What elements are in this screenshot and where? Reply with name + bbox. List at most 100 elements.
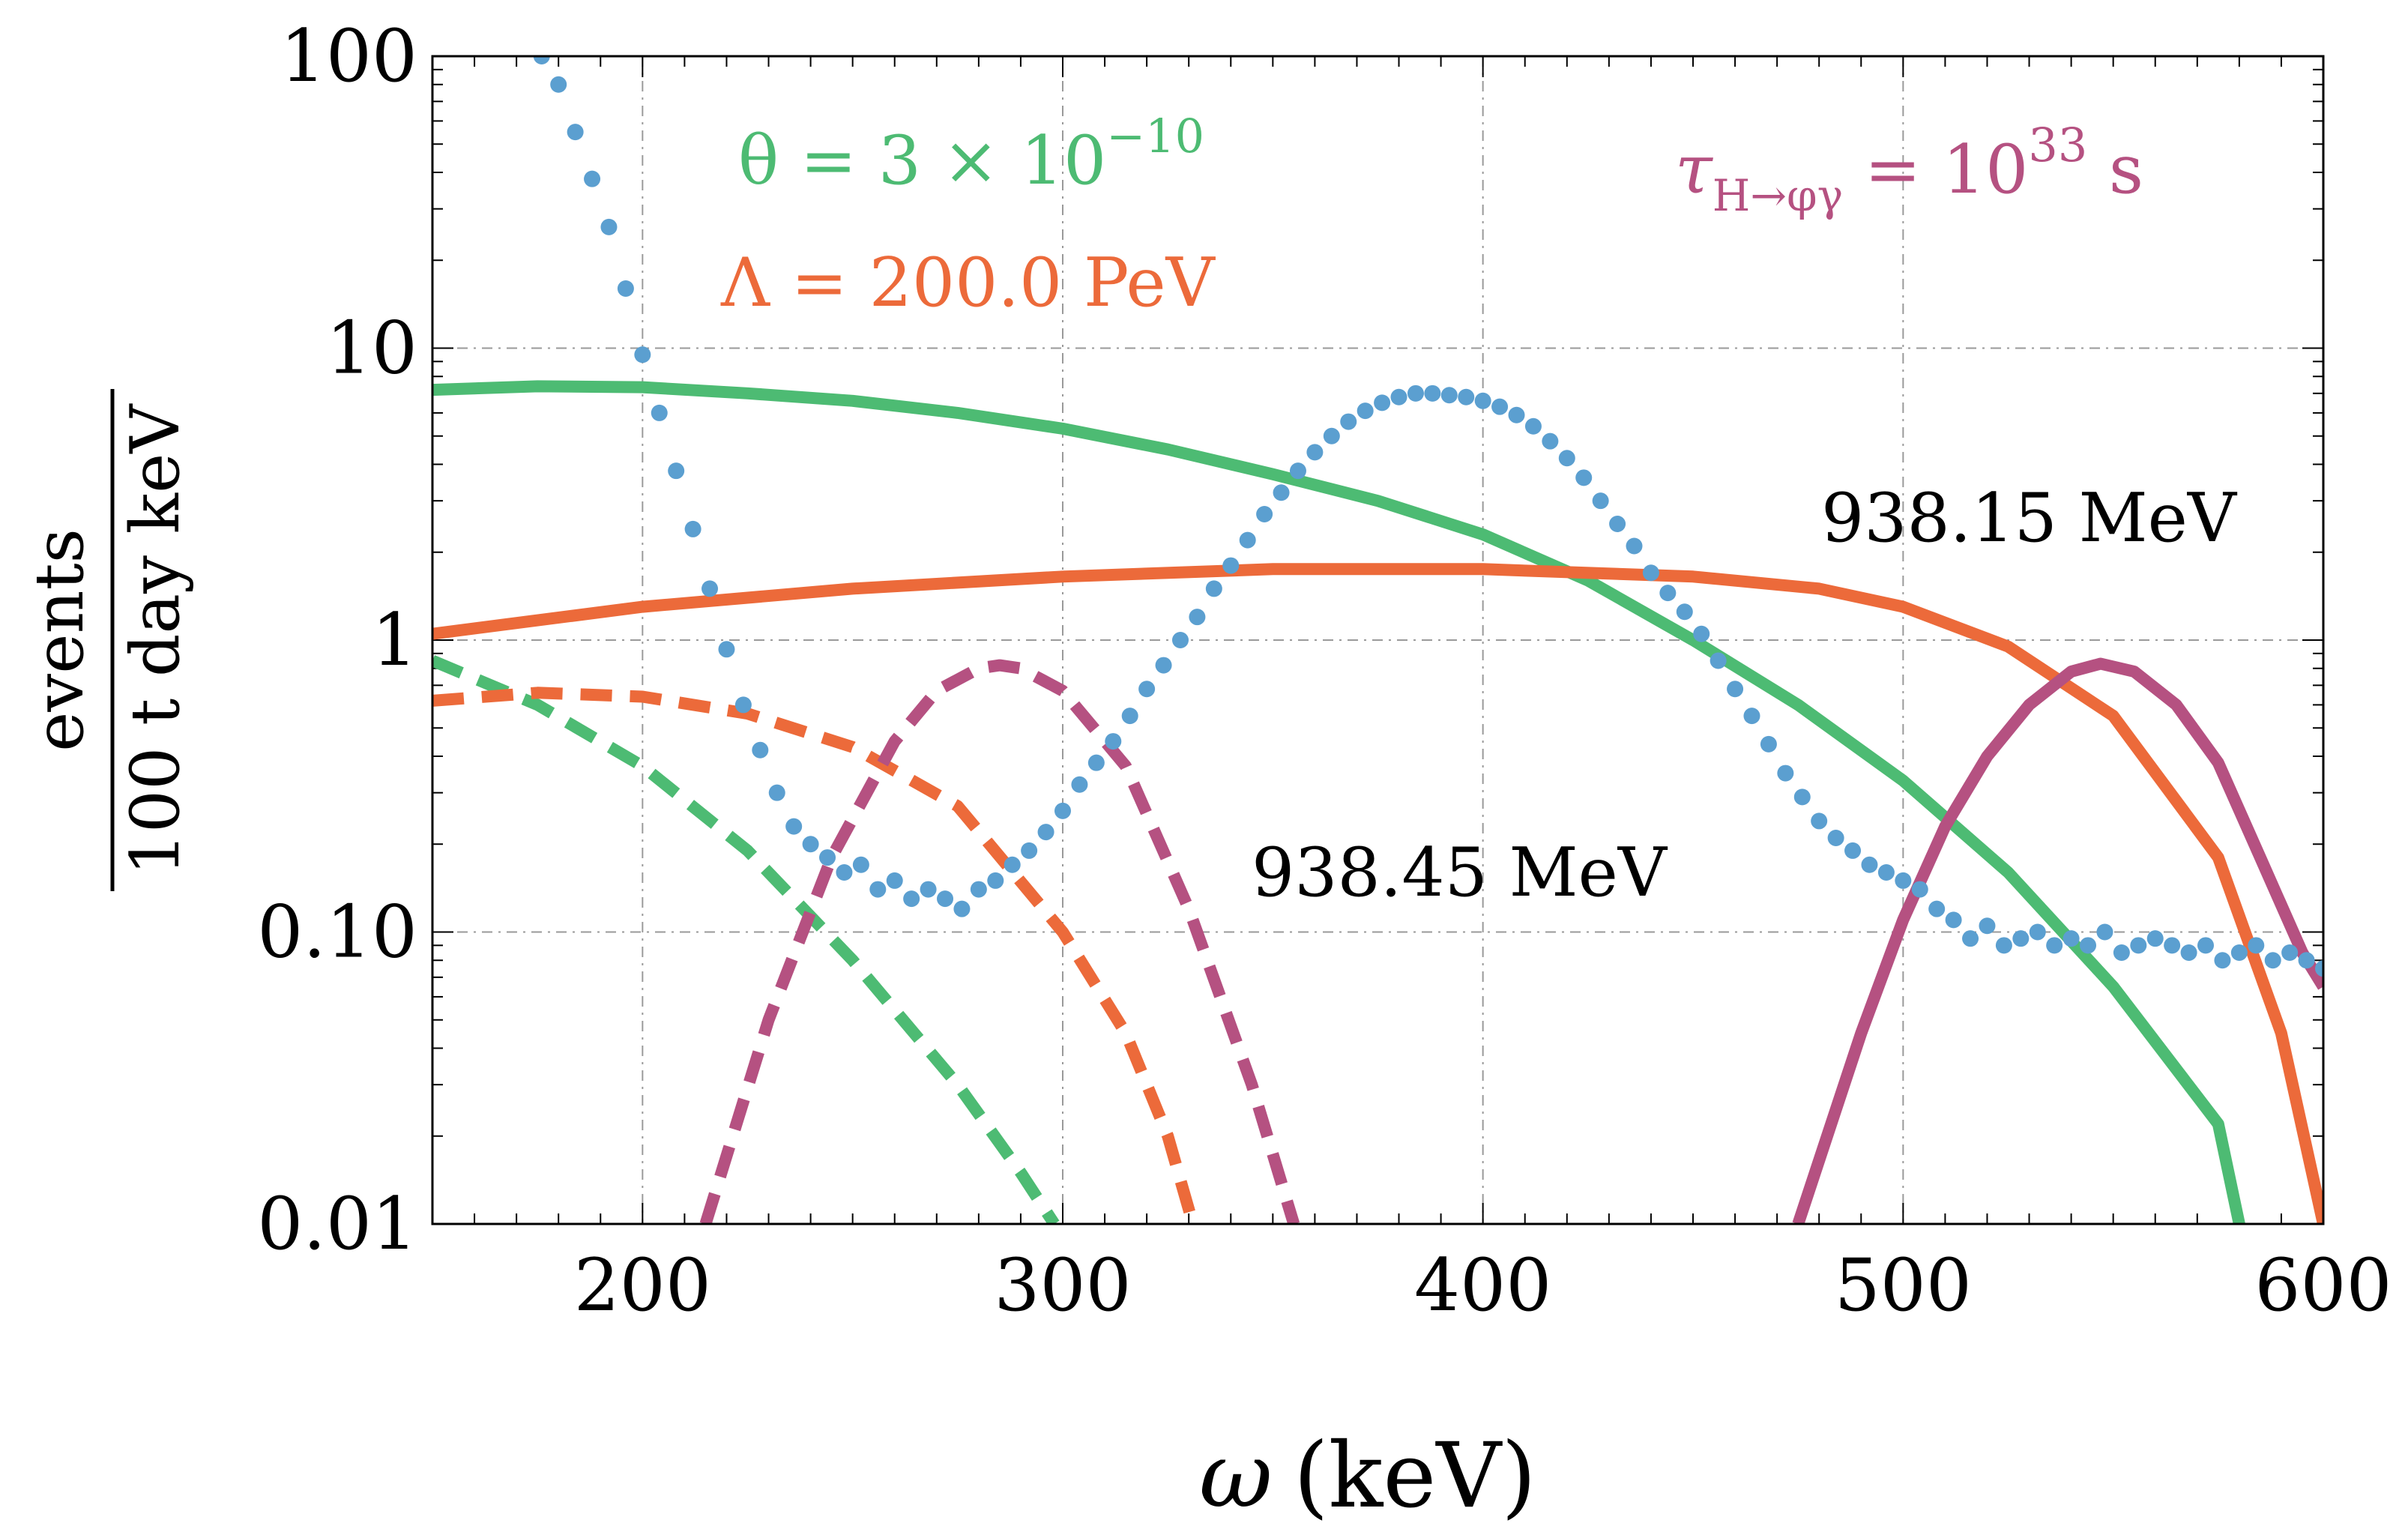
data-point — [1087, 754, 1105, 771]
data-point — [1458, 388, 1475, 405]
data-point — [1189, 609, 1206, 626]
data-point — [1171, 632, 1189, 648]
data-point — [1995, 937, 2012, 954]
data-point — [920, 881, 937, 898]
data-point — [1811, 812, 1828, 830]
data-point — [836, 863, 853, 881]
data-point — [1239, 531, 1256, 549]
data-point — [970, 881, 987, 898]
data-point — [567, 124, 584, 141]
data-point — [1777, 765, 1794, 782]
data-point — [886, 872, 903, 889]
data-point — [1827, 829, 1844, 846]
theta-exponent: −10 — [1106, 109, 1204, 163]
x-tick-label: 400 — [1414, 1243, 1551, 1327]
data-point — [1642, 564, 1659, 582]
tau-exponent: 33 — [2028, 118, 2087, 172]
x-axis-title: ω (keV) — [1199, 1424, 1536, 1528]
data-point — [1357, 402, 1374, 420]
y-tick-label: 100 — [280, 14, 417, 98]
y-tick-label: 0.01 — [257, 1182, 417, 1266]
data-point — [1542, 432, 1559, 450]
data-point — [1289, 462, 1306, 480]
green-dashed-line — [432, 655, 1060, 1224]
data-point — [1037, 824, 1054, 841]
grid — [432, 56, 2323, 1224]
data-point — [1793, 788, 1811, 806]
data-point — [819, 849, 836, 866]
data-point — [1256, 505, 1273, 522]
data-point — [2113, 944, 2130, 961]
data-point — [1928, 900, 1946, 917]
y-tick-label: 1 — [372, 598, 417, 682]
data-point — [1760, 735, 1777, 753]
data-point — [903, 890, 920, 908]
data-point — [1205, 580, 1222, 597]
data-point — [852, 856, 869, 873]
data-point — [1743, 708, 1760, 725]
tau-subscript: H→φγ — [1713, 170, 1843, 221]
data-point — [1877, 863, 1895, 881]
data-point — [1121, 708, 1138, 725]
data-point — [617, 280, 634, 297]
data-point — [1004, 856, 1021, 873]
orange-dashed-line — [432, 687, 1199, 1224]
data-point — [1424, 384, 1441, 402]
x-tick-label: 500 — [1835, 1243, 1972, 1327]
data-point — [1306, 444, 1324, 461]
data-point — [1558, 450, 1575, 467]
data-point — [2096, 923, 2113, 941]
x-tick-label: 600 — [2254, 1243, 2392, 1327]
x-axis-variable: ω — [1199, 1424, 1273, 1528]
mass-high-label: 938.15 MeV — [1821, 479, 2238, 558]
data-point — [1105, 733, 1122, 750]
data-point — [2146, 930, 2164, 947]
data-point — [2130, 937, 2147, 954]
data-point — [802, 836, 819, 853]
tau-annotation: τH→φγ = 1033 s — [1675, 118, 2143, 221]
y-axis-denominator: 100 t day keV — [116, 403, 195, 876]
lambda-annotation: Λ = 200.0 PeV — [720, 244, 1216, 322]
data-point — [2281, 944, 2299, 961]
data-point — [937, 890, 954, 908]
data-point — [953, 900, 971, 917]
theta-text: θ = 3 × 10 — [738, 121, 1106, 200]
data-point — [1524, 417, 1542, 435]
data-point — [1491, 398, 1509, 415]
data-point — [1693, 625, 1710, 642]
data-point — [2298, 952, 2315, 969]
data-point — [785, 818, 803, 835]
data-point — [2264, 952, 2281, 969]
theta-annotation: θ = 3 × 10−10 — [738, 109, 1204, 200]
data-point — [1440, 387, 1458, 404]
data-point — [584, 170, 601, 187]
y-axis-numerator: events — [20, 528, 99, 752]
green-solid-line — [432, 380, 2245, 1224]
data-point — [684, 520, 701, 537]
data-point — [1861, 856, 1878, 873]
data-point — [1508, 406, 1525, 423]
data-point — [1575, 469, 1593, 486]
tau-unit: s — [2087, 130, 2143, 209]
data-point — [2197, 937, 2215, 954]
data-point — [2248, 937, 2265, 954]
background-dots — [533, 56, 2323, 977]
y-tick-label: 0.10 — [257, 890, 417, 974]
tau-symbol: τ — [1675, 130, 1713, 209]
data-point — [701, 580, 719, 597]
data-point — [1374, 394, 1391, 411]
data-point — [1323, 427, 1340, 444]
y-axis-title: events 100 t day keV — [20, 389, 195, 891]
magenta-dashed-line — [699, 659, 1300, 1224]
data-point — [651, 404, 668, 421]
data-point — [1273, 484, 1290, 501]
data-point — [1390, 388, 1407, 405]
series-layer — [432, 56, 2323, 1224]
data-point — [550, 76, 567, 93]
data-point — [1911, 881, 1928, 898]
y-tick-label: 10 — [326, 307, 417, 390]
magenta-solid-line — [1792, 657, 2323, 1224]
data-point — [1659, 585, 1677, 602]
data-point — [2214, 952, 2231, 969]
